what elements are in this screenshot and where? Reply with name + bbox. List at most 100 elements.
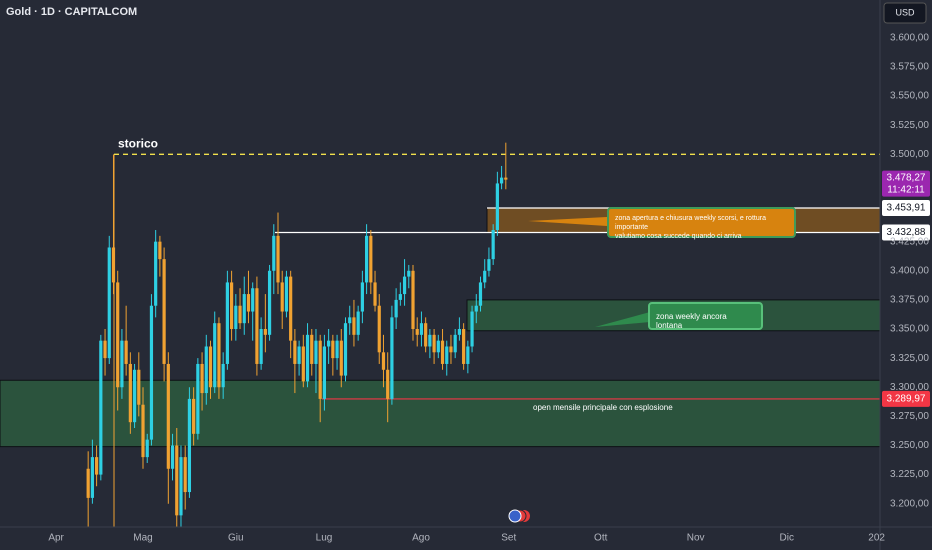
candle-body	[504, 177, 508, 180]
candle-body	[255, 288, 259, 364]
candle-body	[381, 352, 386, 370]
annotation-line: valutiamo cosa succede quando ci arriva	[615, 233, 742, 240]
candle-body	[424, 323, 428, 347]
candle-body	[204, 346, 208, 394]
candle-body	[352, 317, 356, 335]
y-tick-label: 3.250,00	[890, 440, 929, 451]
annotation: open mensile principale con esplosione	[533, 403, 683, 412]
candle-body	[183, 457, 187, 493]
event-icon	[508, 509, 530, 523]
candle-body	[246, 294, 251, 312]
candle-body	[356, 311, 360, 335]
candle-body	[234, 305, 238, 330]
x-tick-label: Lug	[316, 533, 333, 544]
candle-body	[137, 369, 141, 405]
price-badge-label: 3.453,91	[887, 203, 926, 214]
candle-body	[390, 317, 394, 399]
annotation: zona apertura e chiusura weekly scorsi, …	[607, 207, 796, 240]
currency-box[interactable]	[883, 2, 927, 24]
candle-body	[411, 270, 415, 330]
x-tick-label: Ott	[594, 533, 608, 544]
candle-body	[230, 282, 234, 330]
candle-body	[154, 241, 158, 306]
y-tick-label: 3.300,00	[890, 382, 929, 393]
annotation-line: zona apertura e chiusura weekly scorsi, …	[615, 215, 766, 231]
y-tick-label: 3.225,00	[890, 469, 929, 480]
candle-body	[111, 247, 116, 283]
candle-body	[331, 340, 335, 359]
candle-body	[478, 282, 483, 306]
candle-body	[310, 334, 314, 364]
candle-body	[284, 276, 289, 312]
candle-body	[132, 369, 137, 423]
candle-body	[453, 334, 457, 353]
y-tick-label: 3.575,00	[890, 62, 929, 73]
callout-pointer	[528, 217, 607, 226]
candle-body	[314, 340, 318, 364]
candle-body	[373, 282, 377, 306]
price-badge	[882, 224, 930, 241]
candle-body	[301, 346, 305, 382]
candle-body	[86, 468, 90, 498]
candle-body	[263, 329, 267, 335]
candle-body	[175, 445, 179, 516]
candle-body	[457, 329, 462, 335]
candle-body	[242, 294, 246, 324]
x-tick-label: Set	[501, 533, 516, 544]
candle-body	[128, 363, 132, 423]
candle-body	[103, 340, 107, 359]
candle-body	[394, 299, 398, 318]
x-tick-label: Giu	[228, 533, 244, 544]
candle-body	[419, 323, 424, 335]
candle-body	[318, 340, 322, 399]
candle-body	[179, 457, 183, 516]
candle-body	[377, 305, 381, 353]
candle-body	[107, 247, 111, 359]
candle-body	[348, 317, 352, 324]
candle-body	[415, 329, 419, 335]
candle-body	[474, 305, 478, 312]
candle-body	[280, 282, 284, 312]
chart-title: Gold · 1D · CAPITALCOM	[6, 6, 137, 18]
candle-body	[166, 363, 170, 469]
last-price-badge	[882, 170, 930, 197]
candle-body	[187, 398, 192, 493]
candle-body	[259, 329, 263, 364]
currency[interactable]: USD	[895, 7, 915, 17]
candle-body	[339, 340, 343, 376]
candle-body	[445, 346, 449, 364]
annotation-line: zona weekly ancora lontana	[656, 312, 727, 330]
candle-body	[487, 259, 491, 271]
candle-body	[360, 282, 364, 312]
x-tick-label: Mag	[133, 533, 152, 544]
candle-body	[364, 235, 369, 283]
candle-body	[200, 363, 204, 394]
candle-body	[192, 398, 196, 434]
level-label: storico	[118, 136, 158, 150]
candle-body	[196, 363, 200, 434]
countdown-label: 11:42:11	[887, 184, 925, 195]
annotation: zona weekly ancora lontana	[648, 302, 763, 330]
y-tick-label: 3.350,00	[890, 324, 929, 335]
plot-area	[0, 142, 880, 527]
candle-body	[335, 340, 339, 359]
candle-body	[272, 235, 276, 271]
candle-body	[276, 235, 280, 283]
y-tick-label: 3.375,00	[890, 295, 929, 306]
candle-body	[162, 259, 166, 364]
candle-body	[217, 323, 221, 388]
candle-body	[251, 288, 255, 312]
y-tick-label: 3.325,00	[890, 353, 929, 364]
candle-body	[221, 363, 225, 388]
y-tick-label: 3.550,00	[890, 91, 929, 102]
x-tick-label: 202	[868, 533, 885, 544]
candle-body	[124, 340, 128, 364]
candle-body	[440, 340, 445, 364]
candle-body	[213, 323, 217, 388]
y-tick-label: 3.275,00	[890, 411, 929, 422]
y-tick-label: 3.400,00	[890, 265, 929, 276]
candle-body	[267, 270, 272, 335]
candle-body	[402, 276, 407, 295]
y-tick-label: 3.525,00	[890, 120, 929, 131]
